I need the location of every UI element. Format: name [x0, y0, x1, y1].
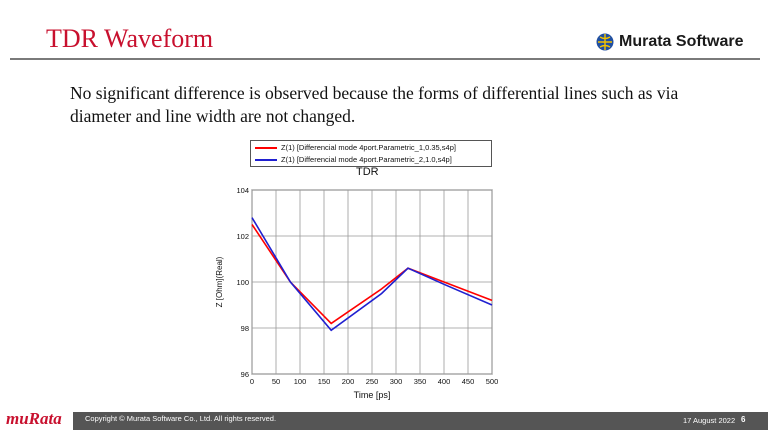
- x-tick-label: 100: [294, 377, 307, 386]
- series-line-2: [251, 217, 493, 332]
- footer-date: 17 August 2022: [683, 416, 736, 425]
- y-tick-label: 104: [236, 186, 249, 195]
- legend-item-series-2: Z(1) [Differencial mode 4port.Parametric…: [251, 154, 491, 165]
- y-tick-label: 96: [241, 370, 249, 379]
- y-tick-label: 98: [241, 324, 249, 333]
- footer-bar: [73, 412, 768, 430]
- legend-swatch-red: [255, 146, 277, 149]
- slide-title: TDR Waveform: [46, 24, 214, 53]
- y-axis-label: Z [Ohm](Real): [215, 256, 224, 307]
- y-tick-label: 102: [236, 232, 249, 241]
- header-divider: [10, 58, 760, 60]
- x-tick-label: 250: [366, 377, 379, 386]
- chart-legend: Z(1) [Differencial mode 4port.Parametric…: [250, 140, 492, 167]
- x-tick-label: 0: [250, 377, 254, 386]
- legend-item-series-1: Z(1) [Differencial mode 4port.Parametric…: [251, 142, 491, 153]
- body-text: No significant difference is observed be…: [70, 83, 679, 126]
- murata-software-logo: Murata Software: [596, 33, 743, 51]
- globe-logo-icon: [596, 33, 614, 51]
- x-tick-label: 350: [414, 377, 427, 386]
- x-tick-label: 150: [318, 377, 331, 386]
- chart-title: TDR: [356, 166, 379, 178]
- murata-brand-logo: muRata: [6, 409, 62, 428]
- x-tick-label: 400: [438, 377, 451, 386]
- x-axis-label: Time [ps]: [354, 390, 391, 400]
- y-tick-label: 100: [236, 278, 249, 287]
- x-tick-label: 50: [272, 377, 280, 386]
- x-tick-label: 450: [462, 377, 475, 386]
- legend-swatch-blue: [255, 158, 277, 161]
- x-tick-label: 300: [390, 377, 403, 386]
- footer-copyright: Copyright © Murata Software Co., Ltd. Al…: [85, 414, 277, 423]
- x-tick-label: 500: [486, 377, 499, 386]
- x-tick-label: 200: [342, 377, 355, 386]
- tdr-chart: 0 50 100 150 200 250 300 350 400 450 500 96 98 100 102…: [215, 186, 499, 400]
- logo-text: Murata Software: [619, 33, 744, 50]
- legend-label-series-1: Z(1) [Differencial mode 4port.Parametric…: [281, 143, 456, 152]
- page-number: 6: [741, 415, 746, 424]
- legend-label-series-2: Z(1) [Differencial mode 4port.Parametric…: [281, 155, 452, 164]
